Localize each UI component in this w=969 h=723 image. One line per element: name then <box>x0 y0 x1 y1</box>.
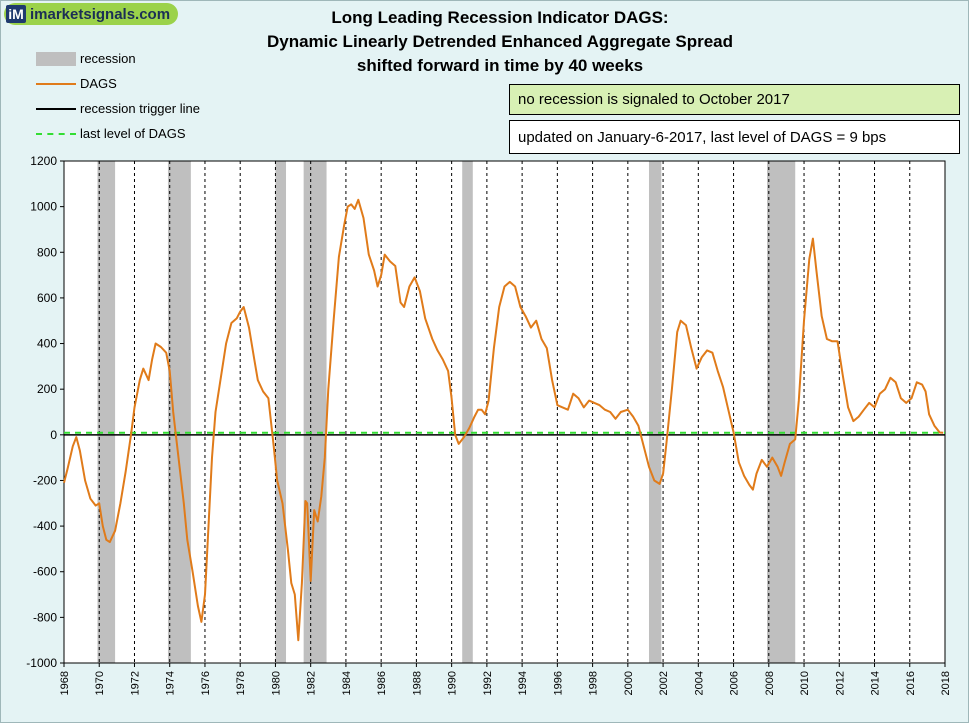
x-tick-label: 1982 <box>306 671 318 695</box>
recession-band-3 <box>303 161 327 663</box>
legend-swatch-recession <box>36 51 76 66</box>
recession-band-6 <box>767 161 796 663</box>
legend-label-trigger: recession trigger line <box>80 101 200 116</box>
x-tick-label: 2012 <box>834 671 846 695</box>
legend-swatch-trigger <box>36 102 76 116</box>
legend: recession DAGS recession trigger line la… <box>36 46 200 146</box>
x-tick-label: 1988 <box>411 671 423 695</box>
legend-swatch-dags <box>36 77 76 91</box>
legend-swatch-last-level <box>36 127 76 141</box>
x-tick-label: 2010 <box>799 671 811 695</box>
legend-item-last-level: last level of DAGS <box>36 121 200 146</box>
legend-label-dags: DAGS <box>80 76 117 91</box>
y-tick-label: 200 <box>37 382 57 396</box>
x-tick-label: 1984 <box>341 671 353 695</box>
x-tick-label: 2014 <box>870 671 882 695</box>
updated-note: updated on January-6-2017, last level of… <box>509 120 960 154</box>
recession-band-2 <box>275 161 287 663</box>
site-logo[interactable]: iM imarketsignals.com <box>4 3 179 25</box>
legend-label-last-level: last level of DAGS <box>80 126 186 141</box>
legend-item-trigger: recession trigger line <box>36 96 200 121</box>
y-tick-label: 1000 <box>30 200 57 214</box>
y-tick-label: 400 <box>37 337 57 351</box>
dags-series-line <box>63 198 944 642</box>
y-tick-label: -200 <box>33 473 57 487</box>
x-tick-label: 2006 <box>729 671 741 695</box>
recession-band-4 <box>462 161 473 663</box>
title-line-2: Dynamic Linearly Detrended Enhanced Aggr… <box>266 32 734 51</box>
x-tick-label: 1972 <box>129 671 141 695</box>
signal-note: no recession is signaled to October 2017 <box>509 84 960 115</box>
x-tick-label: 1970 <box>94 671 106 695</box>
x-tick-label: 2018 <box>940 671 952 695</box>
legend-label-recession: recession <box>80 51 136 66</box>
x-tick-label: 2016 <box>905 671 917 695</box>
legend-item-recession: recession <box>36 46 200 71</box>
recession-band-1 <box>167 161 191 663</box>
recession-band-5 <box>648 161 662 663</box>
x-tick-label: 2002 <box>658 671 670 695</box>
y-tick-label: -800 <box>33 610 57 624</box>
im-logo-icon: iM <box>6 5 26 23</box>
x-tick-label: 1996 <box>552 671 564 695</box>
y-tick-label: 800 <box>37 245 57 259</box>
logo-text: imarketsignals.com <box>30 5 171 23</box>
y-tick-label: -400 <box>33 519 57 533</box>
x-tick-label: 1990 <box>447 671 459 695</box>
recession-band-0 <box>97 161 116 663</box>
x-tick-label: 1968 <box>59 671 71 695</box>
x-tick-label: 1980 <box>270 671 282 695</box>
x-tick-label: 2004 <box>693 671 705 695</box>
x-tick-label: 1974 <box>165 671 177 695</box>
x-tick-label: 1986 <box>376 671 388 695</box>
y-tick-label: -1000 <box>26 656 57 670</box>
title-line-1: Long Leading Recession Indicator DAGS: <box>331 8 669 27</box>
plot-border <box>63 160 946 664</box>
chart-title: Long Leading Recession Indicator DAGS: D… <box>240 6 760 78</box>
x-tick-label: 1994 <box>517 671 529 695</box>
y-tick-label: -600 <box>33 565 57 579</box>
y-tick-label: 1200 <box>30 154 57 168</box>
title-line-3: shifted forward in time by 40 weeks <box>356 56 644 75</box>
x-tick-label: 1976 <box>200 671 212 695</box>
x-tick-label: 2000 <box>623 671 635 695</box>
legend-item-dags: DAGS <box>36 71 200 96</box>
plot-area <box>64 161 945 663</box>
x-tick-label: 1998 <box>588 671 600 695</box>
y-tick-label: 600 <box>37 291 57 305</box>
y-tick-label: 0 <box>50 428 57 442</box>
x-tick-label: 1992 <box>482 671 494 695</box>
x-tick-label: 1978 <box>235 671 247 695</box>
x-tick-label: 2008 <box>764 671 776 695</box>
